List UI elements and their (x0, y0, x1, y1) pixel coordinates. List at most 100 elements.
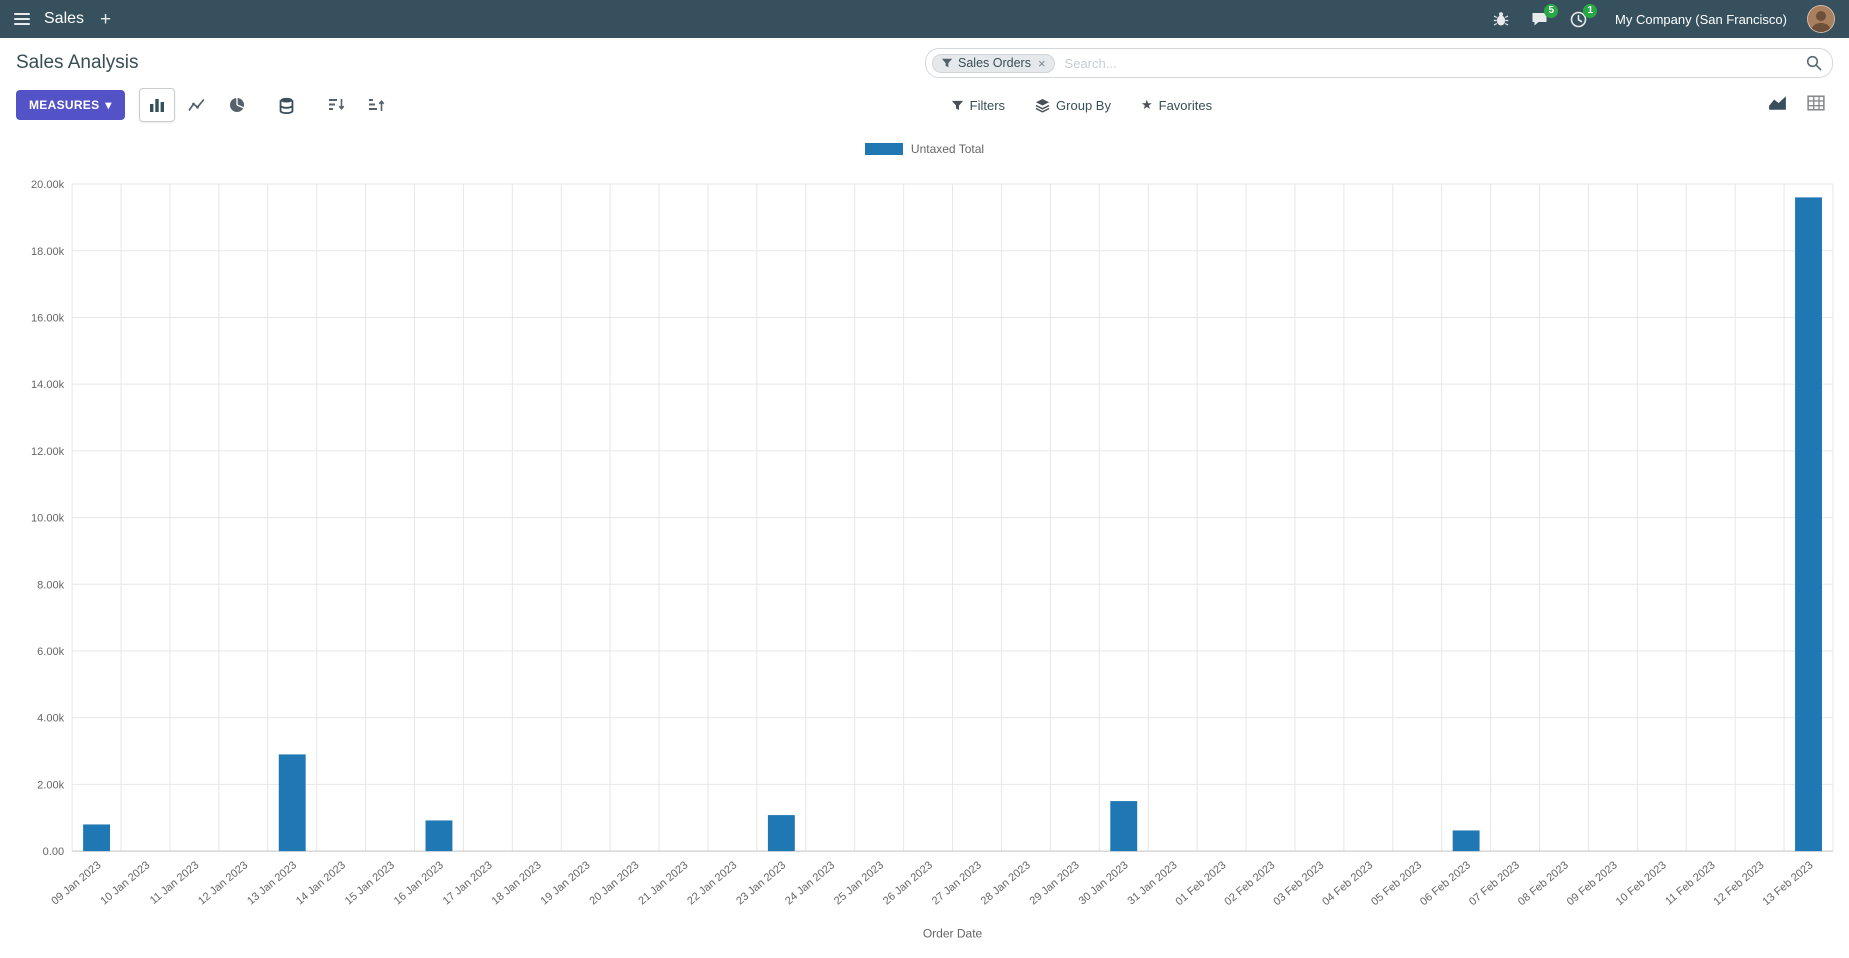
filter-funnel-icon (951, 100, 963, 110)
sort-ascending-icon (368, 99, 385, 111)
measures-button[interactable]: MEASURES ▾ (16, 90, 125, 120)
svg-text:07 Feb 2023: 07 Feb 2023 (1467, 859, 1522, 908)
search-input[interactable] (1062, 54, 1798, 72)
legend-label: Untaxed Total (910, 142, 985, 156)
svg-text:02 Feb 2023: 02 Feb 2023 (1222, 859, 1277, 908)
svg-text:10.00k: 10.00k (31, 513, 65, 525)
stacked-toggle-button[interactable] (269, 88, 305, 122)
pie-chart-icon (229, 98, 244, 112)
svg-text:13 Jan 2023: 13 Jan 2023 (245, 859, 299, 907)
control-panel: Sales Analysis Sales Orders × MEASURES ▾ (0, 38, 1849, 134)
company-switcher[interactable]: My Company (San Francisco) (1615, 11, 1787, 27)
facet-filter-icon (941, 58, 953, 68)
filters-button[interactable]: Filters (943, 92, 1013, 119)
svg-text:15 Jan 2023: 15 Jan 2023 (343, 859, 397, 907)
svg-text:22 Jan 2023: 22 Jan 2023 (685, 859, 739, 907)
svg-text:18 Jan 2023: 18 Jan 2023 (490, 859, 544, 907)
measures-label: MEASURES (29, 98, 100, 112)
view-switcher (1768, 94, 1833, 116)
control-panel-bottom-row: MEASURES ▾ (0, 82, 1849, 134)
legend-swatch (864, 143, 903, 155)
svg-text:11 Jan 2023: 11 Jan 2023 (148, 859, 201, 907)
svg-text:04 Feb 2023: 04 Feb 2023 (1320, 859, 1375, 908)
apps-menu-icon[interactable] (14, 13, 30, 25)
svg-text:20.00k: 20.00k (31, 179, 65, 191)
chart-legend[interactable]: Untaxed Total (8, 136, 1841, 158)
messages-menu[interactable]: 5 (1531, 4, 1559, 27)
pivot-view-button[interactable] (1807, 94, 1825, 116)
svg-text:2.00k: 2.00k (37, 779, 64, 791)
line-chart-button[interactable] (179, 88, 215, 122)
svg-text:09 Jan 2023: 09 Jan 2023 (49, 859, 103, 907)
svg-text:11 Feb 2023: 11 Feb 2023 (1663, 859, 1717, 907)
bar-chart-button[interactable] (138, 88, 175, 122)
svg-text:12 Jan 2023: 12 Jan 2023 (196, 859, 250, 907)
svg-text:01 Feb 2023: 01 Feb 2023 (1173, 859, 1228, 908)
svg-text:21 Jan 2023: 21 Jan 2023 (636, 859, 690, 907)
svg-text:12.00k: 12.00k (31, 446, 65, 458)
svg-text:05 Feb 2023: 05 Feb 2023 (1369, 859, 1424, 908)
svg-text:18.00k: 18.00k (31, 246, 65, 258)
svg-text:09 Feb 2023: 09 Feb 2023 (1565, 859, 1620, 908)
svg-text:10 Feb 2023: 10 Feb 2023 (1614, 859, 1669, 908)
svg-text:19 Jan 2023: 19 Jan 2023 (539, 859, 593, 907)
svg-text:Order Date: Order Date (923, 926, 983, 940)
activities-count-badge: 1 (1583, 3, 1598, 18)
layers-icon (1035, 98, 1050, 113)
svg-text:12 Feb 2023: 12 Feb 2023 (1712, 859, 1767, 908)
svg-text:20 Jan 2023: 20 Jan 2023 (587, 859, 641, 907)
app-name[interactable]: Sales (44, 10, 85, 27)
page-title: Sales Analysis (16, 52, 139, 73)
pie-chart-button[interactable] (219, 88, 255, 122)
area-chart-icon (1769, 95, 1786, 110)
svg-text:14 Jan 2023: 14 Jan 2023 (294, 859, 348, 907)
svg-text:14.00k: 14.00k (31, 379, 65, 391)
search-facet[interactable]: Sales Orders × (932, 53, 1055, 73)
line-chart-icon (188, 98, 205, 111)
stacked-database-icon (279, 97, 294, 114)
group-by-button[interactable]: Group By (1027, 92, 1119, 119)
svg-text:8.00k: 8.00k (37, 579, 64, 591)
top-navbar: Sales + 5 1 My Company (San Francisco) (0, 0, 1849, 38)
sort-descending-button[interactable] (319, 88, 355, 122)
svg-text:31 Jan 2023: 31 Jan 2023 (1125, 859, 1179, 907)
svg-text:16 Jan 2023: 16 Jan 2023 (392, 859, 446, 907)
sort-descending-icon (328, 99, 345, 111)
chat-bubble-icon (1532, 13, 1547, 26)
stacked-toggle-group (269, 88, 305, 122)
facet-remove-icon[interactable]: × (1037, 55, 1046, 71)
avatar-placeholder-icon (1808, 6, 1834, 32)
svg-text:17 Jan 2023: 17 Jan 2023 (441, 859, 495, 907)
favorites-label: Favorites (1158, 97, 1213, 113)
svg-text:0.00: 0.00 (43, 846, 64, 858)
user-avatar[interactable] (1807, 5, 1835, 33)
svg-text:29 Jan 2023: 29 Jan 2023 (1028, 859, 1082, 907)
sales-analysis-bar-chart[interactable]: 0.00 2.00k 4.00k 6.00k 8.00k 10.00k 12.00k 14.0… (8, 158, 1841, 955)
messages-count-badge: 5 (1544, 4, 1559, 18)
chart-container: Untaxed Total 0.00 2.00k 4.00k 6.00k 8.00k 10… (0, 134, 1849, 958)
bug-icon (1493, 12, 1509, 26)
search-facet-label: Sales Orders (958, 56, 1031, 70)
graph-view-button[interactable] (1768, 95, 1787, 116)
svg-text:08 Feb 2023: 08 Feb 2023 (1516, 859, 1571, 908)
svg-text:4.00k: 4.00k (37, 713, 64, 725)
svg-text:28 Jan 2023: 28 Jan 2023 (979, 859, 1033, 907)
svg-text:25 Jan 2023: 25 Jan 2023 (832, 859, 886, 907)
svg-text:30 Jan 2023: 30 Jan 2023 (1077, 859, 1131, 907)
svg-text:06 Feb 2023: 06 Feb 2023 (1418, 859, 1473, 908)
search-options-group: Filters Group By ★ Favorites (943, 91, 1220, 119)
activities-menu[interactable]: 1 (1570, 3, 1598, 28)
search-bar[interactable]: Sales Orders × (925, 48, 1833, 78)
search-icon[interactable] (1806, 55, 1822, 71)
svg-text:13 Feb 2023: 13 Feb 2023 (1760, 859, 1815, 908)
favorites-button[interactable]: ★ Favorites (1133, 91, 1220, 119)
svg-text:6.00k: 6.00k (37, 646, 64, 658)
svg-text:23 Jan 2023: 23 Jan 2023 (734, 859, 788, 907)
debug-bug-icon[interactable] (1493, 11, 1509, 27)
svg-text:24 Jan 2023: 24 Jan 2023 (783, 859, 837, 907)
group-by-label: Group By (1056, 97, 1111, 113)
svg-text:16.00k: 16.00k (31, 312, 65, 324)
new-tab-icon[interactable]: + (100, 8, 112, 30)
sort-ascending-button[interactable] (359, 88, 395, 122)
svg-text:10 Jan 2023: 10 Jan 2023 (98, 859, 152, 907)
